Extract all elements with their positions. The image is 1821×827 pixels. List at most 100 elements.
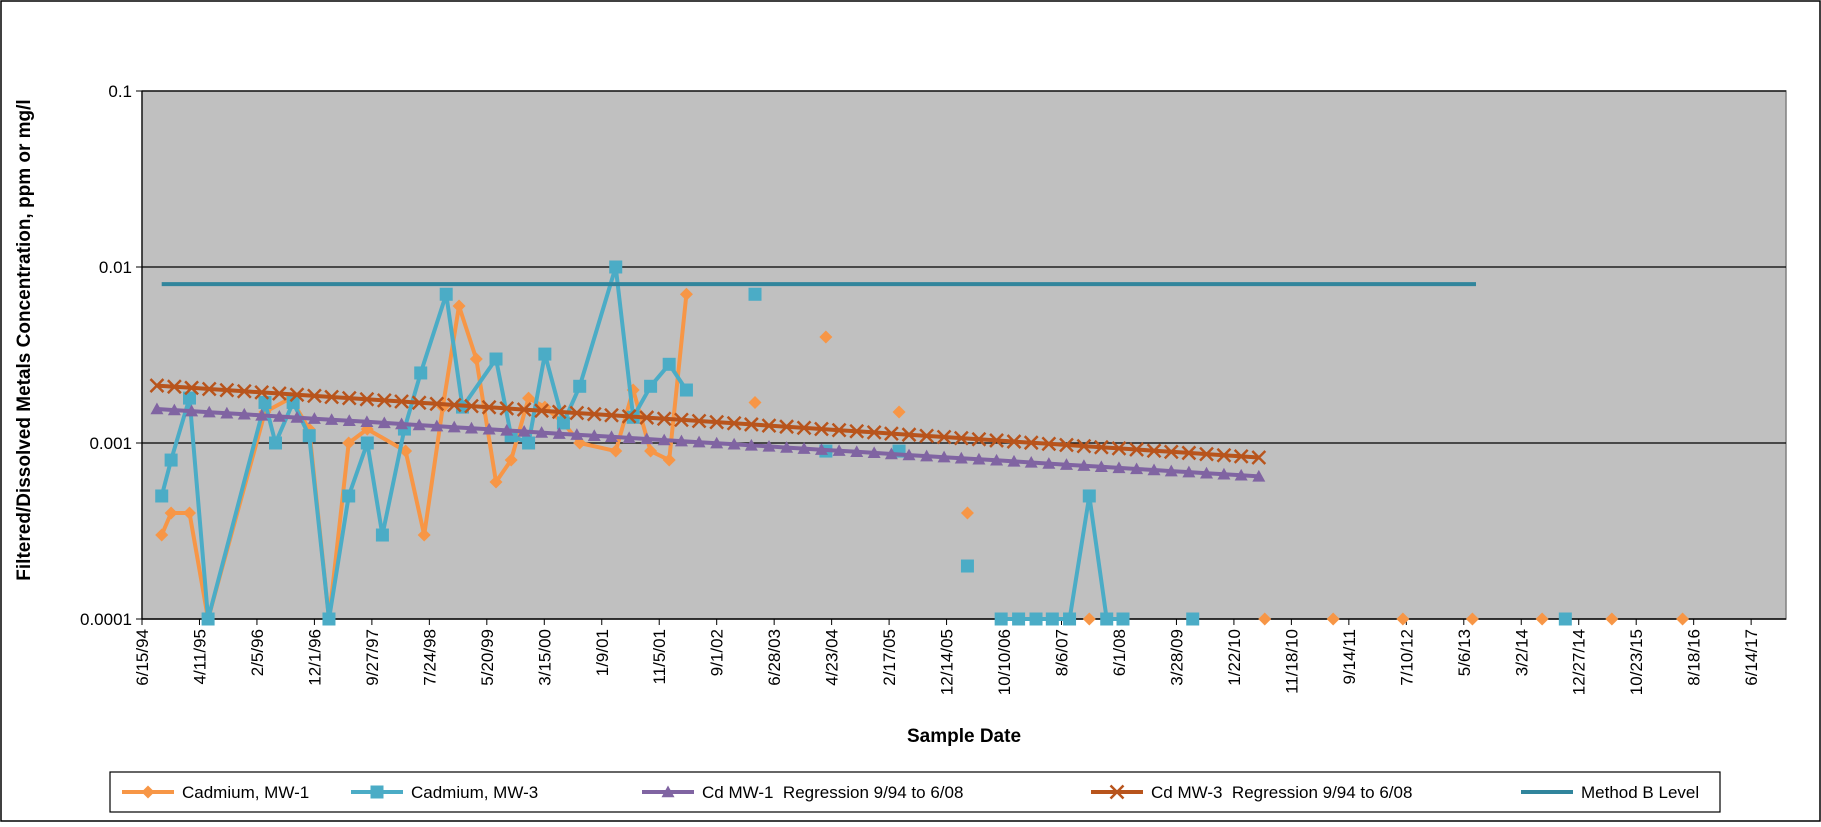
marker (219, 382, 235, 398)
marker (679, 287, 693, 301)
marker (155, 489, 169, 503)
x-tick-label: 9/1/02 (708, 629, 727, 676)
marker (1076, 438, 1092, 454)
marker (236, 383, 252, 399)
marker (1182, 465, 1196, 478)
marker (164, 506, 178, 520)
marker (481, 399, 497, 415)
marker (1605, 612, 1619, 626)
marker (399, 444, 413, 458)
marker (609, 260, 623, 274)
x-tick-label: 4/11/95 (190, 629, 209, 684)
x-tick-label: 8/6/07 (1053, 629, 1072, 676)
marker (534, 403, 549, 419)
x-tick-label: 6/15/94 (133, 629, 152, 686)
marker (960, 506, 974, 520)
marker (164, 453, 178, 467)
legend-box (109, 771, 1721, 813)
marker (183, 506, 197, 520)
marker (972, 452, 986, 465)
legend-label: Cd MW-3 Regression 9/94 to 6/08 (1151, 783, 1412, 802)
y-axis-title: Filtered/Dissolved Metals Concentration,… (14, 99, 35, 580)
marker (640, 432, 654, 445)
marker (414, 366, 428, 380)
marker (662, 453, 676, 467)
marker (569, 405, 585, 421)
marker (302, 429, 316, 443)
marker (254, 385, 270, 400)
marker (552, 427, 566, 439)
x-tick-label: 6/1/08 (1110, 629, 1129, 676)
x-tick-label: 9/14/11 (1340, 629, 1359, 684)
marker (691, 413, 707, 429)
marker (819, 330, 833, 344)
x-tick-label: 12/14/05 (938, 629, 957, 695)
marker (394, 394, 409, 409)
marker (748, 287, 762, 301)
marker (417, 528, 431, 542)
marker (1676, 612, 1690, 626)
marker (439, 287, 453, 301)
marker (447, 420, 461, 433)
x-tick-label: 7/10/12 (1397, 629, 1416, 686)
marker (258, 395, 272, 409)
marker (489, 352, 503, 366)
marker (1082, 612, 1096, 626)
marker (762, 439, 776, 452)
marker (570, 428, 584, 440)
marker (1042, 457, 1056, 469)
marker (166, 379, 182, 395)
marker (796, 420, 812, 436)
marker (761, 418, 777, 433)
legend-marker (1109, 784, 1125, 800)
marker (324, 389, 340, 405)
marker (150, 402, 164, 415)
marker (1006, 434, 1022, 449)
marker (1012, 612, 1026, 626)
legend-marker (661, 785, 675, 798)
marker (726, 415, 742, 431)
x-tick-label: 7/24/98 (420, 629, 439, 686)
marker (892, 405, 906, 419)
marker (744, 438, 758, 451)
marker (322, 612, 336, 626)
x-tick-label: 11/5/01 (650, 629, 669, 684)
marker (1024, 455, 1038, 468)
marker (1063, 612, 1077, 626)
marker (535, 426, 549, 438)
marker (953, 430, 969, 446)
x-axis-title: Sample Date (907, 726, 1021, 747)
marker (605, 430, 619, 443)
marker (522, 436, 536, 450)
marker (604, 407, 619, 423)
marker (446, 397, 462, 413)
marker (1147, 463, 1161, 476)
x-tick-label: 12/1/96 (305, 629, 324, 686)
marker (901, 427, 917, 443)
marker (1233, 449, 1249, 464)
marker (674, 434, 688, 447)
marker (960, 559, 974, 573)
marker (1252, 469, 1266, 482)
marker (920, 449, 934, 462)
marker (286, 395, 300, 409)
marker (167, 403, 181, 416)
marker (516, 402, 532, 417)
x-tick-label: 5/6/13 (1455, 629, 1474, 676)
marker (1164, 464, 1178, 477)
x-tick-label: 2/17/05 (880, 629, 899, 686)
legend-label: Method B Level (1581, 783, 1699, 802)
marker (1326, 612, 1340, 626)
marker (1558, 612, 1572, 626)
legend-label: Cadmium, MW-1 (182, 783, 309, 802)
marker (185, 404, 199, 417)
marker (1112, 461, 1126, 474)
series-line (156, 383, 1259, 460)
marker (674, 412, 689, 428)
legend: Cadmium, MW-1 Cadmium, MW-3 Cd MW-1 Regres… (109, 771, 1721, 813)
marker (307, 388, 322, 404)
marker (375, 528, 389, 542)
marker (709, 414, 725, 430)
y-tick-label: 0.1 (108, 82, 132, 101)
marker (271, 386, 287, 401)
